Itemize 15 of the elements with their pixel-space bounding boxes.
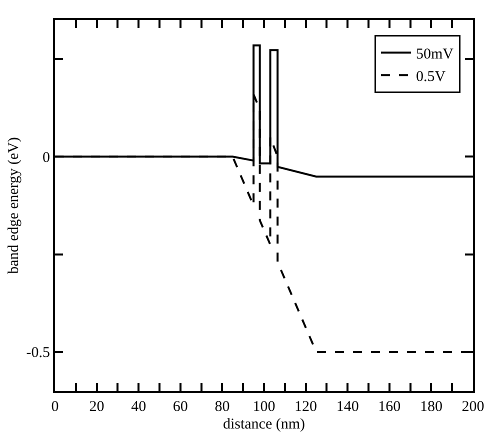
legend-label: 0.5V <box>416 68 446 85</box>
x-tick-label: 180 <box>420 399 442 415</box>
y-axis-title: band edge energy (eV) <box>6 137 22 274</box>
x-tick-label: 100 <box>252 399 276 415</box>
x-tick-label: 20 <box>89 399 104 415</box>
x-tick-label: 160 <box>378 399 401 415</box>
y-tick-label: -0.5 <box>26 345 50 362</box>
x-tick-label: 40 <box>131 399 146 415</box>
x-axis-title: distance (nm) <box>222 416 306 432</box>
x-tick-label: 80 <box>214 399 230 415</box>
x-tick-label: 60 <box>172 399 188 415</box>
legend-label: 50mV <box>416 46 454 62</box>
x-tick-label: 200 <box>462 399 484 415</box>
x-tick-label: 140 <box>336 399 359 415</box>
x-tick-label: 120 <box>294 399 318 415</box>
